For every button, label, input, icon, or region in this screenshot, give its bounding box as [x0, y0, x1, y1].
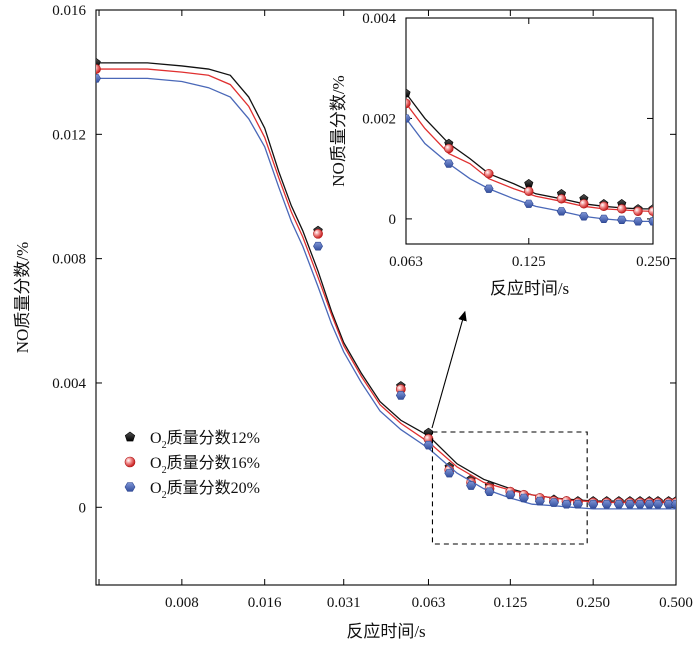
inset-series-1-point	[484, 168, 494, 179]
main-series-2-point	[644, 499, 655, 509]
inset-series-2-point	[406, 114, 411, 123]
main-ytick-label: 0.008	[52, 252, 86, 268]
main-ytick-label: 0.004	[52, 376, 86, 392]
inset-series-1-point	[406, 98, 411, 109]
main-series-2-point	[423, 440, 434, 450]
legend-suffix: 质量分数16%	[167, 454, 260, 472]
legend-label-0: O2质量分数12%	[150, 429, 260, 451]
main-series-2-point	[518, 493, 529, 503]
main-series-2-point	[663, 499, 674, 509]
main-series-2-point	[548, 498, 559, 507]
main-series-2-point	[96, 74, 101, 83]
inset-series-2-point	[579, 212, 589, 221]
zoom-arrow	[431, 310, 467, 429]
main-ytick-label: 0.012	[52, 127, 86, 143]
main-xtick-label: 0.250	[576, 595, 610, 611]
legend-label-2: O2质量分数20%	[150, 479, 260, 501]
main-plot: 0 0.004 0.008 0.012 0.016 0.008 0.016 0.031 0.06…	[13, 3, 693, 641]
main-series-2-point	[561, 499, 572, 509]
inset-series-2-point	[599, 214, 609, 223]
legend-subscript: 2	[162, 490, 167, 501]
main-plot-frame	[95, 9, 677, 586]
inset-x-axis-title: 反应时间/s	[490, 279, 569, 298]
main-xtick-label: 0.063	[412, 595, 446, 611]
main-series-2-point	[572, 499, 583, 509]
main-series-2-point	[484, 487, 495, 497]
inset-plot: 0 0.002 0.004 0.063 0.125 0.250 反应时间/s NO质量分数/%	[329, 11, 670, 298]
inset-series-0-point	[406, 88, 411, 98]
main-y-axis-title: NO质量分数/%	[13, 242, 32, 353]
legend-suffix: 质量分数20%	[167, 479, 260, 497]
main-series-2-point	[395, 391, 406, 400]
main-series-group	[96, 57, 676, 510]
main-xtick-label: 0.031	[327, 595, 361, 611]
main-series-2-point	[601, 499, 612, 509]
inset-series-2-point	[444, 159, 454, 168]
main-ytick-label: 0.016	[52, 3, 86, 19]
main-series-2-point	[624, 499, 635, 509]
main-x-axis-title: 反应时间/s	[346, 622, 425, 641]
inset-plot-frame	[405, 17, 654, 245]
main-series-2-point	[588, 499, 599, 509]
inset-series-1-point	[556, 194, 567, 204]
legend-prefix: O	[150, 455, 162, 472]
legend-prefix: O	[150, 480, 162, 497]
inset-ytick-label: 0	[389, 212, 397, 228]
legend-suffix: 质量分数12%	[167, 429, 260, 447]
zoom-annotation	[431, 310, 588, 545]
main-xtick-label: 0.016	[248, 595, 282, 611]
main-series-2-point	[313, 241, 323, 251]
main-xtick-label: 0.125	[493, 595, 527, 611]
inset-series-0-point	[524, 178, 534, 188]
inset-xtick-label: 0.125	[512, 254, 546, 270]
legend-marker-0	[124, 431, 136, 442]
inset-series-group	[406, 88, 653, 226]
inset-y-axis-title: NO质量分数/%	[329, 75, 348, 186]
main-series-2-point	[444, 468, 455, 478]
legend: O2质量分数12%O2质量分数16%O2质量分数20%	[124, 429, 260, 501]
legend-subscript: 2	[162, 440, 167, 451]
inset-series-1-point	[444, 143, 454, 154]
inset-series-1-point	[633, 206, 643, 217]
main-series-1-point	[96, 64, 101, 74]
inset-series-2-point	[524, 199, 534, 208]
main-series-2-point	[653, 499, 663, 509]
inset-series-1-point	[579, 199, 589, 209]
inset-xtick-label: 0.250	[636, 254, 670, 270]
inset-ytick-label: 0.002	[362, 111, 396, 127]
main-ytick-label: 0	[79, 500, 87, 516]
main-xtick-label: 0.500	[659, 595, 693, 611]
main-series-2-point	[505, 490, 516, 500]
main-xtick-label: 0.008	[165, 595, 199, 611]
legend-marker-2	[124, 482, 136, 492]
inset-series-2-point	[633, 217, 643, 226]
legend-subscript: 2	[162, 465, 167, 476]
main-series-2-point	[466, 481, 477, 490]
inset-xtick-label: 0.063	[389, 254, 423, 270]
main-series-2-point	[613, 499, 624, 509]
zoom-region-box	[431, 431, 588, 545]
inset-series-1-point	[524, 186, 534, 196]
inset-series-1-point	[599, 201, 609, 212]
main-series-2-point	[635, 499, 645, 509]
inset-ytick-label: 0.004	[362, 11, 396, 27]
inset-series-1-point	[648, 206, 653, 217]
inset-series-2-point	[648, 217, 653, 226]
main-series-2-point	[671, 499, 676, 509]
inset-series-1-point	[617, 204, 627, 214]
main-series-2-point	[534, 496, 545, 506]
inset-series-2-point	[617, 215, 627, 224]
legend-marker-1	[124, 456, 136, 468]
inset-series-2-point	[484, 184, 494, 193]
legend-prefix: O	[150, 430, 162, 447]
main-series-1-point	[313, 228, 323, 239]
inset-series-2-point	[556, 207, 567, 216]
legend-label-1: O2质量分数16%	[150, 454, 260, 476]
